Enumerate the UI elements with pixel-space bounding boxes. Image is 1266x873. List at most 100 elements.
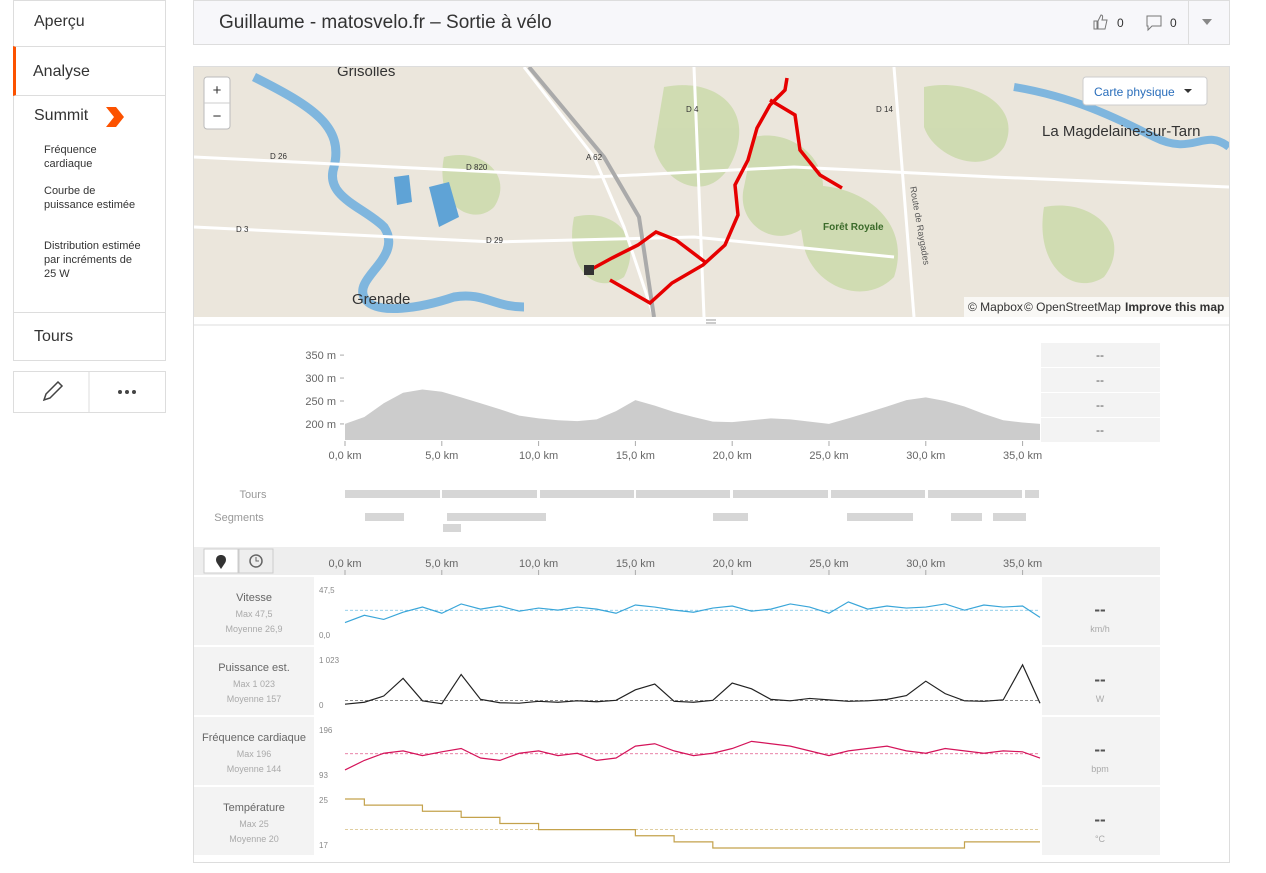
- kudos-icon[interactable]: [1092, 13, 1110, 31]
- river: [1013, 83, 1229, 151]
- stat-value: --: [1096, 423, 1104, 437]
- x-tick-label: 25,0 km: [809, 450, 848, 462]
- style-button[interactable]: Carte physique: [1082, 76, 1208, 106]
- y-tick-label: 0: [319, 701, 324, 710]
- x-tick-label: 0,0 km: [328, 450, 361, 462]
- distance-toggle[interactable]: [203, 548, 239, 574]
- stream-max: Max 1 023: [233, 679, 275, 689]
- nav-distribution[interactable]: Distribution estimée par incréments de 2…: [44, 240, 141, 280]
- sidebar: Aperçu Analyse Summit Fréquence cardiaqu…: [13, 0, 166, 361]
- stat-value: --: [1096, 373, 1104, 387]
- analysis-panel: [193, 66, 1230, 863]
- stream-avg: Moyenne 157: [227, 694, 282, 704]
- row-label: Tours: [240, 489, 267, 501]
- zoom-in[interactable]: +: [213, 82, 222, 99]
- nav-overview[interactable]: Aperçu: [34, 13, 85, 30]
- x-tick-label: 35,0 km: [1003, 450, 1042, 462]
- divider: [14, 312, 165, 313]
- road-label: D 26: [270, 152, 287, 161]
- stat-value: --: [1096, 398, 1104, 412]
- stream-name: Température: [223, 802, 285, 814]
- stat-unit: km/h: [1090, 624, 1110, 634]
- summit-icon: [106, 107, 124, 127]
- stat-unit: W: [1096, 694, 1105, 704]
- road-label: D 3: [236, 225, 249, 234]
- stream-avg: Moyenne 144: [227, 764, 282, 774]
- attribution[interactable]: © Mapbox: [968, 300, 1023, 314]
- actions: [42, 372, 136, 412]
- x-tick-label: 30,0 km: [906, 558, 945, 570]
- style-label[interactable]: Carte physique: [1094, 85, 1175, 99]
- place-label: La Magdelaine-sur-Tarn: [1042, 123, 1200, 140]
- x-tick-label: 5,0 km: [425, 450, 458, 462]
- road-label: D 14: [876, 105, 893, 114]
- stat-value: --: [1094, 600, 1105, 619]
- stat-box: [1041, 418, 1160, 442]
- stream-label-box: [194, 647, 314, 715]
- attribution[interactable]: Improve this map: [1125, 300, 1224, 314]
- nav-summit[interactable]: Summit: [34, 107, 89, 124]
- nav-heart[interactable]: Fréquence cardiaque: [44, 144, 97, 170]
- stat-box: [1041, 343, 1160, 367]
- stat-value: --: [1094, 670, 1105, 689]
- kudos-count: 0: [1117, 16, 1124, 30]
- stat-value: --: [1096, 348, 1104, 362]
- header: Guillaume - matosvelo.fr – Sortie à vélo…: [193, 0, 1230, 45]
- x-tick-label: 5,0 km: [425, 558, 458, 570]
- stream-max: Max 196: [237, 749, 272, 759]
- y-tick-label: 25: [319, 796, 328, 805]
- zoom-control[interactable]: + −: [203, 76, 231, 130]
- x-tick-label: 20,0 km: [713, 450, 752, 462]
- x-tick-label: 35,0 km: [1003, 558, 1042, 570]
- action-bar: [13, 371, 166, 413]
- x-tick-label: 30,0 km: [906, 450, 945, 462]
- stat-value: --: [1094, 810, 1105, 829]
- nav-analysis[interactable]: Analyse: [33, 63, 90, 80]
- map[interactable]: Grisolles La Magdelaine-sur-Tarn Grenade…: [194, 67, 1229, 317]
- stat-box: [1042, 647, 1160, 715]
- lap-bars: [345, 490, 1039, 532]
- stream-name: Vitesse: [236, 592, 272, 604]
- road-label: D 4: [686, 105, 699, 114]
- stream-name: Fréquence cardiaque: [202, 732, 306, 744]
- road-label: A 62: [586, 153, 603, 162]
- stream-avg: Moyenne 20: [229, 834, 279, 844]
- x-tick-label: 10,0 km: [519, 558, 558, 570]
- edit-button[interactable]: [42, 380, 64, 402]
- stat-unit: bpm: [1091, 764, 1109, 774]
- time-toggle[interactable]: [238, 548, 274, 574]
- stream-line: [344, 601, 1041, 624]
- route: [589, 77, 843, 306]
- place-label: Grisolles: [337, 67, 395, 80]
- y-tick-label: 300 m: [305, 373, 336, 385]
- attribution[interactable]: © OpenStreetMap: [1024, 300, 1121, 314]
- place-label: Grenade: [352, 291, 410, 308]
- zoom-out[interactable]: −: [213, 108, 222, 125]
- y-tick-label: 0,0: [319, 631, 331, 640]
- nav-power-curve[interactable]: Courbe de puissance estimée: [44, 185, 136, 211]
- nav-analysis-box[interactable]: Analyse: [13, 46, 166, 96]
- road-label: D 820: [466, 163, 488, 172]
- stat-box: [1042, 577, 1160, 645]
- y-tick-label: 196: [319, 726, 333, 735]
- stat-value: --: [1094, 740, 1105, 759]
- stream-line: [344, 663, 1041, 705]
- activity-title: Guillaume - matosvelo.fr – Sortie à vélo: [219, 12, 552, 33]
- stream-label-box: [194, 787, 314, 855]
- stat-box: [1041, 393, 1160, 417]
- road-label: D 29: [486, 236, 503, 245]
- menu-caret[interactable]: [1202, 19, 1214, 27]
- stat-unit: °C: [1095, 834, 1106, 844]
- y-tick-label: 47,5: [319, 586, 335, 595]
- elevation-area: [345, 389, 1040, 440]
- comment-icon[interactable]: [1145, 14, 1163, 32]
- place-label: Forêt Royale: [823, 222, 884, 233]
- more-button[interactable]: [118, 390, 136, 394]
- y-tick-label: 200 m: [305, 419, 336, 431]
- y-tick-label: 17: [319, 841, 328, 850]
- comment-count: 0: [1170, 16, 1177, 30]
- river: [251, 72, 525, 313]
- nav-laps[interactable]: Tours: [34, 328, 74, 345]
- row-label: Segments: [214, 512, 264, 524]
